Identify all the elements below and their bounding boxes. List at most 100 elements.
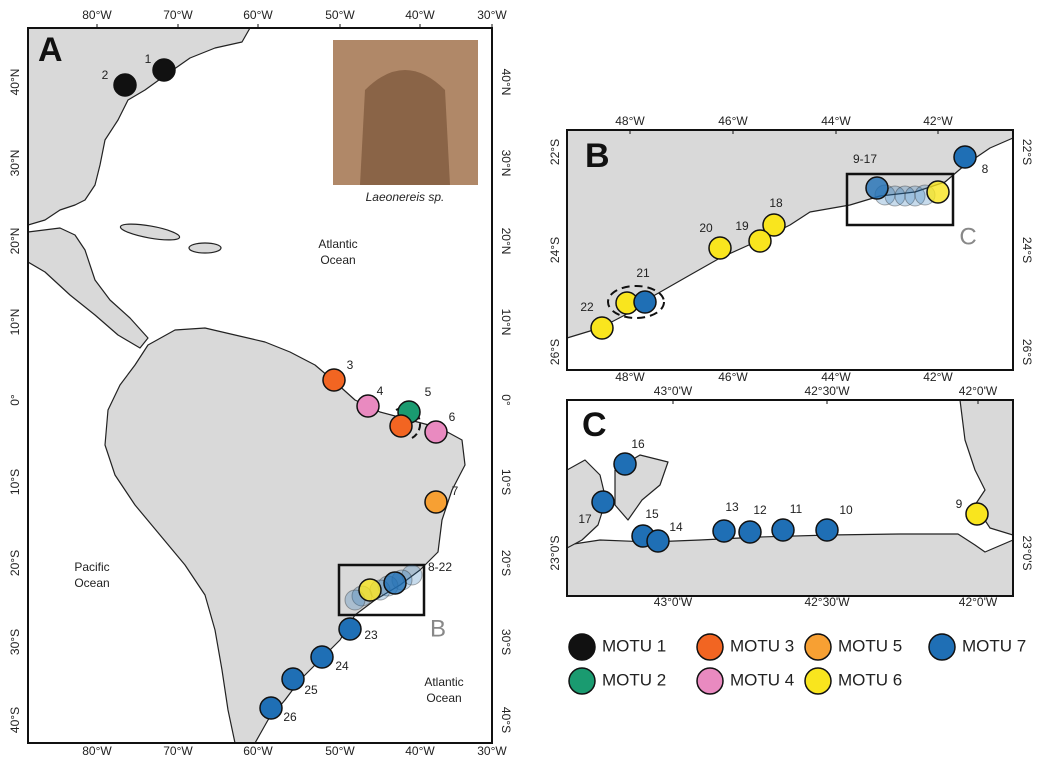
site-marker bbox=[739, 521, 761, 543]
lon-tick-label: 70°W bbox=[163, 8, 193, 22]
panel-label: B bbox=[585, 137, 610, 175]
site-label: 20 bbox=[699, 221, 713, 235]
lon-tick-label: 30°W bbox=[477, 744, 507, 757]
legend-label: MOTU 6 bbox=[838, 670, 902, 689]
site-label: 4 bbox=[377, 384, 384, 398]
legend-swatch bbox=[929, 634, 955, 660]
lat-tick-label: 22°S bbox=[548, 139, 562, 165]
site-marker bbox=[866, 177, 888, 199]
lon-tick-label: 42°W bbox=[923, 114, 953, 128]
lon-tick-label: 46°W bbox=[718, 114, 748, 128]
ocean-label: Pacific bbox=[74, 560, 109, 574]
site-marker bbox=[816, 519, 838, 541]
site-marker bbox=[384, 572, 406, 594]
site-label: 9-17 bbox=[853, 152, 877, 166]
box-label: B bbox=[430, 615, 446, 642]
legend-swatch bbox=[697, 634, 723, 660]
mainland-south bbox=[567, 534, 1013, 600]
site-marker bbox=[311, 646, 333, 668]
site-marker bbox=[954, 146, 976, 168]
lat-tick-label: 20°S bbox=[8, 550, 22, 576]
lon-tick-label: 30°W bbox=[477, 8, 507, 22]
site-marker bbox=[634, 291, 656, 313]
site-marker bbox=[647, 530, 669, 552]
lon-tick-label: 42°0'W bbox=[959, 595, 998, 609]
lon-tick-label: 48°W bbox=[615, 370, 645, 384]
lat-tick-label: 20°S bbox=[499, 550, 513, 576]
site-marker bbox=[357, 395, 379, 417]
hispaniola bbox=[189, 243, 221, 253]
site-marker bbox=[592, 491, 614, 513]
ocean-label: Atlantic bbox=[318, 237, 357, 251]
ocean-label: Ocean bbox=[320, 253, 355, 267]
site-label: 22 bbox=[580, 300, 594, 314]
site-label: 5 bbox=[425, 385, 432, 399]
lat-tick-label: 23°0'S bbox=[548, 535, 562, 570]
lat-tick-label: 0° bbox=[8, 394, 22, 406]
lon-tick-label: 44°W bbox=[821, 114, 851, 128]
specimen-body bbox=[360, 70, 450, 185]
lon-tick-label: 60°W bbox=[243, 8, 273, 22]
site-marker bbox=[114, 74, 136, 96]
lon-tick-label: 43°0'W bbox=[654, 384, 693, 398]
site-label: 23 bbox=[364, 628, 378, 642]
site-marker bbox=[713, 520, 735, 542]
legend-label: MOTU 2 bbox=[602, 670, 666, 689]
lat-tick-label: 40°S bbox=[499, 707, 513, 733]
lat-tick-label: 30°S bbox=[8, 629, 22, 655]
site-label: 19 bbox=[735, 219, 749, 233]
legend-swatch bbox=[805, 668, 831, 694]
legend-label: MOTU 4 bbox=[730, 670, 794, 689]
site-label: 24 bbox=[335, 659, 349, 673]
lon-tick-label: 44°W bbox=[821, 370, 851, 384]
site-label: 13 bbox=[725, 500, 739, 514]
site-label: 3 bbox=[347, 358, 354, 372]
site-label: 9 bbox=[956, 497, 963, 511]
lon-tick-label: 60°W bbox=[243, 744, 273, 757]
site-label: 8-22 bbox=[428, 560, 452, 574]
lat-tick-label: 10°S bbox=[8, 469, 22, 495]
site-label: 15 bbox=[645, 507, 659, 521]
site-label: 21 bbox=[636, 266, 650, 280]
panel-label: C bbox=[582, 406, 607, 444]
lat-tick-label: 40°N bbox=[8, 69, 22, 96]
lat-tick-label: 20°N bbox=[499, 228, 513, 255]
lon-tick-label: 42°W bbox=[923, 370, 953, 384]
lat-tick-label: 26°S bbox=[1020, 339, 1034, 365]
legend-swatch bbox=[697, 668, 723, 694]
site-label: 7 bbox=[452, 484, 459, 498]
ocean-label: Ocean bbox=[426, 691, 461, 705]
legend-swatch bbox=[805, 634, 831, 660]
inset-caption: Laeonereis sp. bbox=[366, 190, 445, 204]
site-label: 1 bbox=[145, 52, 152, 66]
lon-tick-label: 42°30'W bbox=[804, 384, 850, 398]
lon-tick-label: 70°W bbox=[163, 744, 193, 757]
site-marker bbox=[591, 317, 613, 339]
site-marker bbox=[323, 369, 345, 391]
site-marker bbox=[153, 59, 175, 81]
lon-tick-label: 43°0'W bbox=[654, 595, 693, 609]
legend-label: MOTU 3 bbox=[730, 636, 794, 655]
site-marker bbox=[927, 181, 949, 203]
lon-tick-label: 42°30'W bbox=[804, 595, 850, 609]
lon-tick-label: 40°W bbox=[405, 744, 435, 757]
site-marker bbox=[339, 618, 361, 640]
lat-tick-label: 20°N bbox=[8, 228, 22, 255]
site-marker bbox=[614, 453, 636, 475]
site-label: 6 bbox=[449, 410, 456, 424]
site-marker bbox=[749, 230, 771, 252]
site-marker bbox=[359, 579, 381, 601]
lon-tick-label: 48°W bbox=[615, 114, 645, 128]
site-label: 10 bbox=[839, 503, 853, 517]
lat-tick-label: 23°0'S bbox=[1020, 535, 1034, 570]
site-label: 8 bbox=[982, 162, 989, 176]
lat-tick-label: 22°S bbox=[1020, 139, 1034, 165]
site-label: 2 bbox=[102, 68, 109, 82]
legend-label: MOTU 5 bbox=[838, 636, 902, 655]
site-marker bbox=[390, 415, 412, 437]
lon-tick-label: 50°W bbox=[325, 744, 355, 757]
lat-tick-label: 40°N bbox=[499, 69, 513, 96]
site-marker bbox=[966, 503, 988, 525]
lat-tick-label: 24°S bbox=[548, 237, 562, 263]
site-label: 11 bbox=[790, 502, 803, 516]
